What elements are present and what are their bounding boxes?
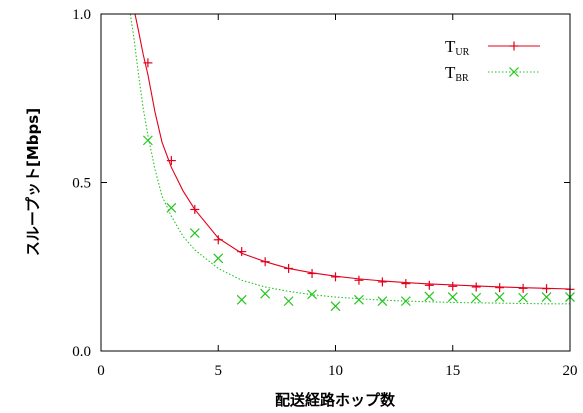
cross-marker-b [354,294,364,305]
series-br-point [189,228,200,238]
y-tick-label: 1.0 [72,7,91,23]
series-br-point [166,202,177,213]
x-tick-label: 10 [328,363,343,379]
series-br-point [494,292,505,303]
legend-label-br: TBR [445,63,469,84]
cross-marker-b [377,296,388,307]
cross-marker-b [518,292,529,303]
series-br-point [377,296,388,307]
series-ur-curve [134,14,570,290]
legend-name-ur: T [445,37,456,56]
series-br-point [541,292,552,303]
legend-subscript-br: BR [455,73,469,84]
legend-label-ur: TUR [445,37,470,58]
legend-marker-br [509,67,519,77]
cross-marker-b [400,296,411,307]
series-br-point [236,294,247,305]
series-ur-point [284,263,294,273]
series-ur-point [471,282,481,292]
series-br-point [283,296,294,307]
cross-marker-b [509,67,519,77]
series-br-point [400,296,411,307]
cross-marker-b [494,292,505,303]
series-ur-point [166,156,176,166]
cross-marker-b [330,301,341,312]
legend-marker-ur [509,41,519,51]
series-br-point [471,292,482,303]
cross-marker-b [541,292,552,303]
x-tick-label: 15 [445,363,460,379]
x-axis-title: 配送経路ホップ数 [275,391,396,409]
series-ur-point [307,268,317,278]
legend-subscript-ur: UR [455,47,469,58]
series-ur-point [354,275,364,285]
x-tick-label: 0 [97,363,105,379]
y-tick-label: 0.5 [72,176,91,192]
x-tick-label: 20 [563,363,578,379]
series-ur-point [213,235,223,245]
series-br-point [354,294,364,305]
series-br-point [447,292,458,303]
cross-marker-b [283,296,294,307]
series-br-point [518,292,529,303]
cross-marker-b [236,294,247,305]
cross-marker-b [189,228,200,238]
cross-marker-b [260,288,271,299]
series-br-point [330,301,341,312]
series-ur-point [237,247,247,257]
series-ur-point [495,283,505,293]
cross-marker-b [142,135,153,146]
cross-marker-b [424,291,435,302]
series-br-curve [129,14,570,305]
series-ur-point [377,277,387,287]
series-br-point [213,253,224,264]
y-axis-title: スループット[Mbps] [24,108,42,256]
legend-name-br: T [445,63,456,82]
series-ur-point [331,272,340,282]
series-br-point [424,291,435,302]
series-ur-point [448,281,458,291]
cross-marker-b [213,253,224,264]
y-tick-label: 0.0 [72,344,91,360]
series-ur-point [542,284,552,294]
series-br-point [142,135,153,146]
series-ur-point [143,58,153,68]
cross-marker-b [447,292,458,303]
series-ur-point [518,283,528,293]
series-br-point [307,289,317,300]
cross-marker-b [166,202,177,213]
cross-marker-b [307,289,317,300]
cross-marker-b [471,292,482,303]
series-ur-point [190,204,200,214]
series-ur-point [424,280,434,290]
series-ur-point [401,279,411,289]
series-br-point [260,288,271,299]
plot-frame [100,13,571,352]
series-ur-point [260,257,270,267]
x-tick-label: 5 [215,363,223,379]
